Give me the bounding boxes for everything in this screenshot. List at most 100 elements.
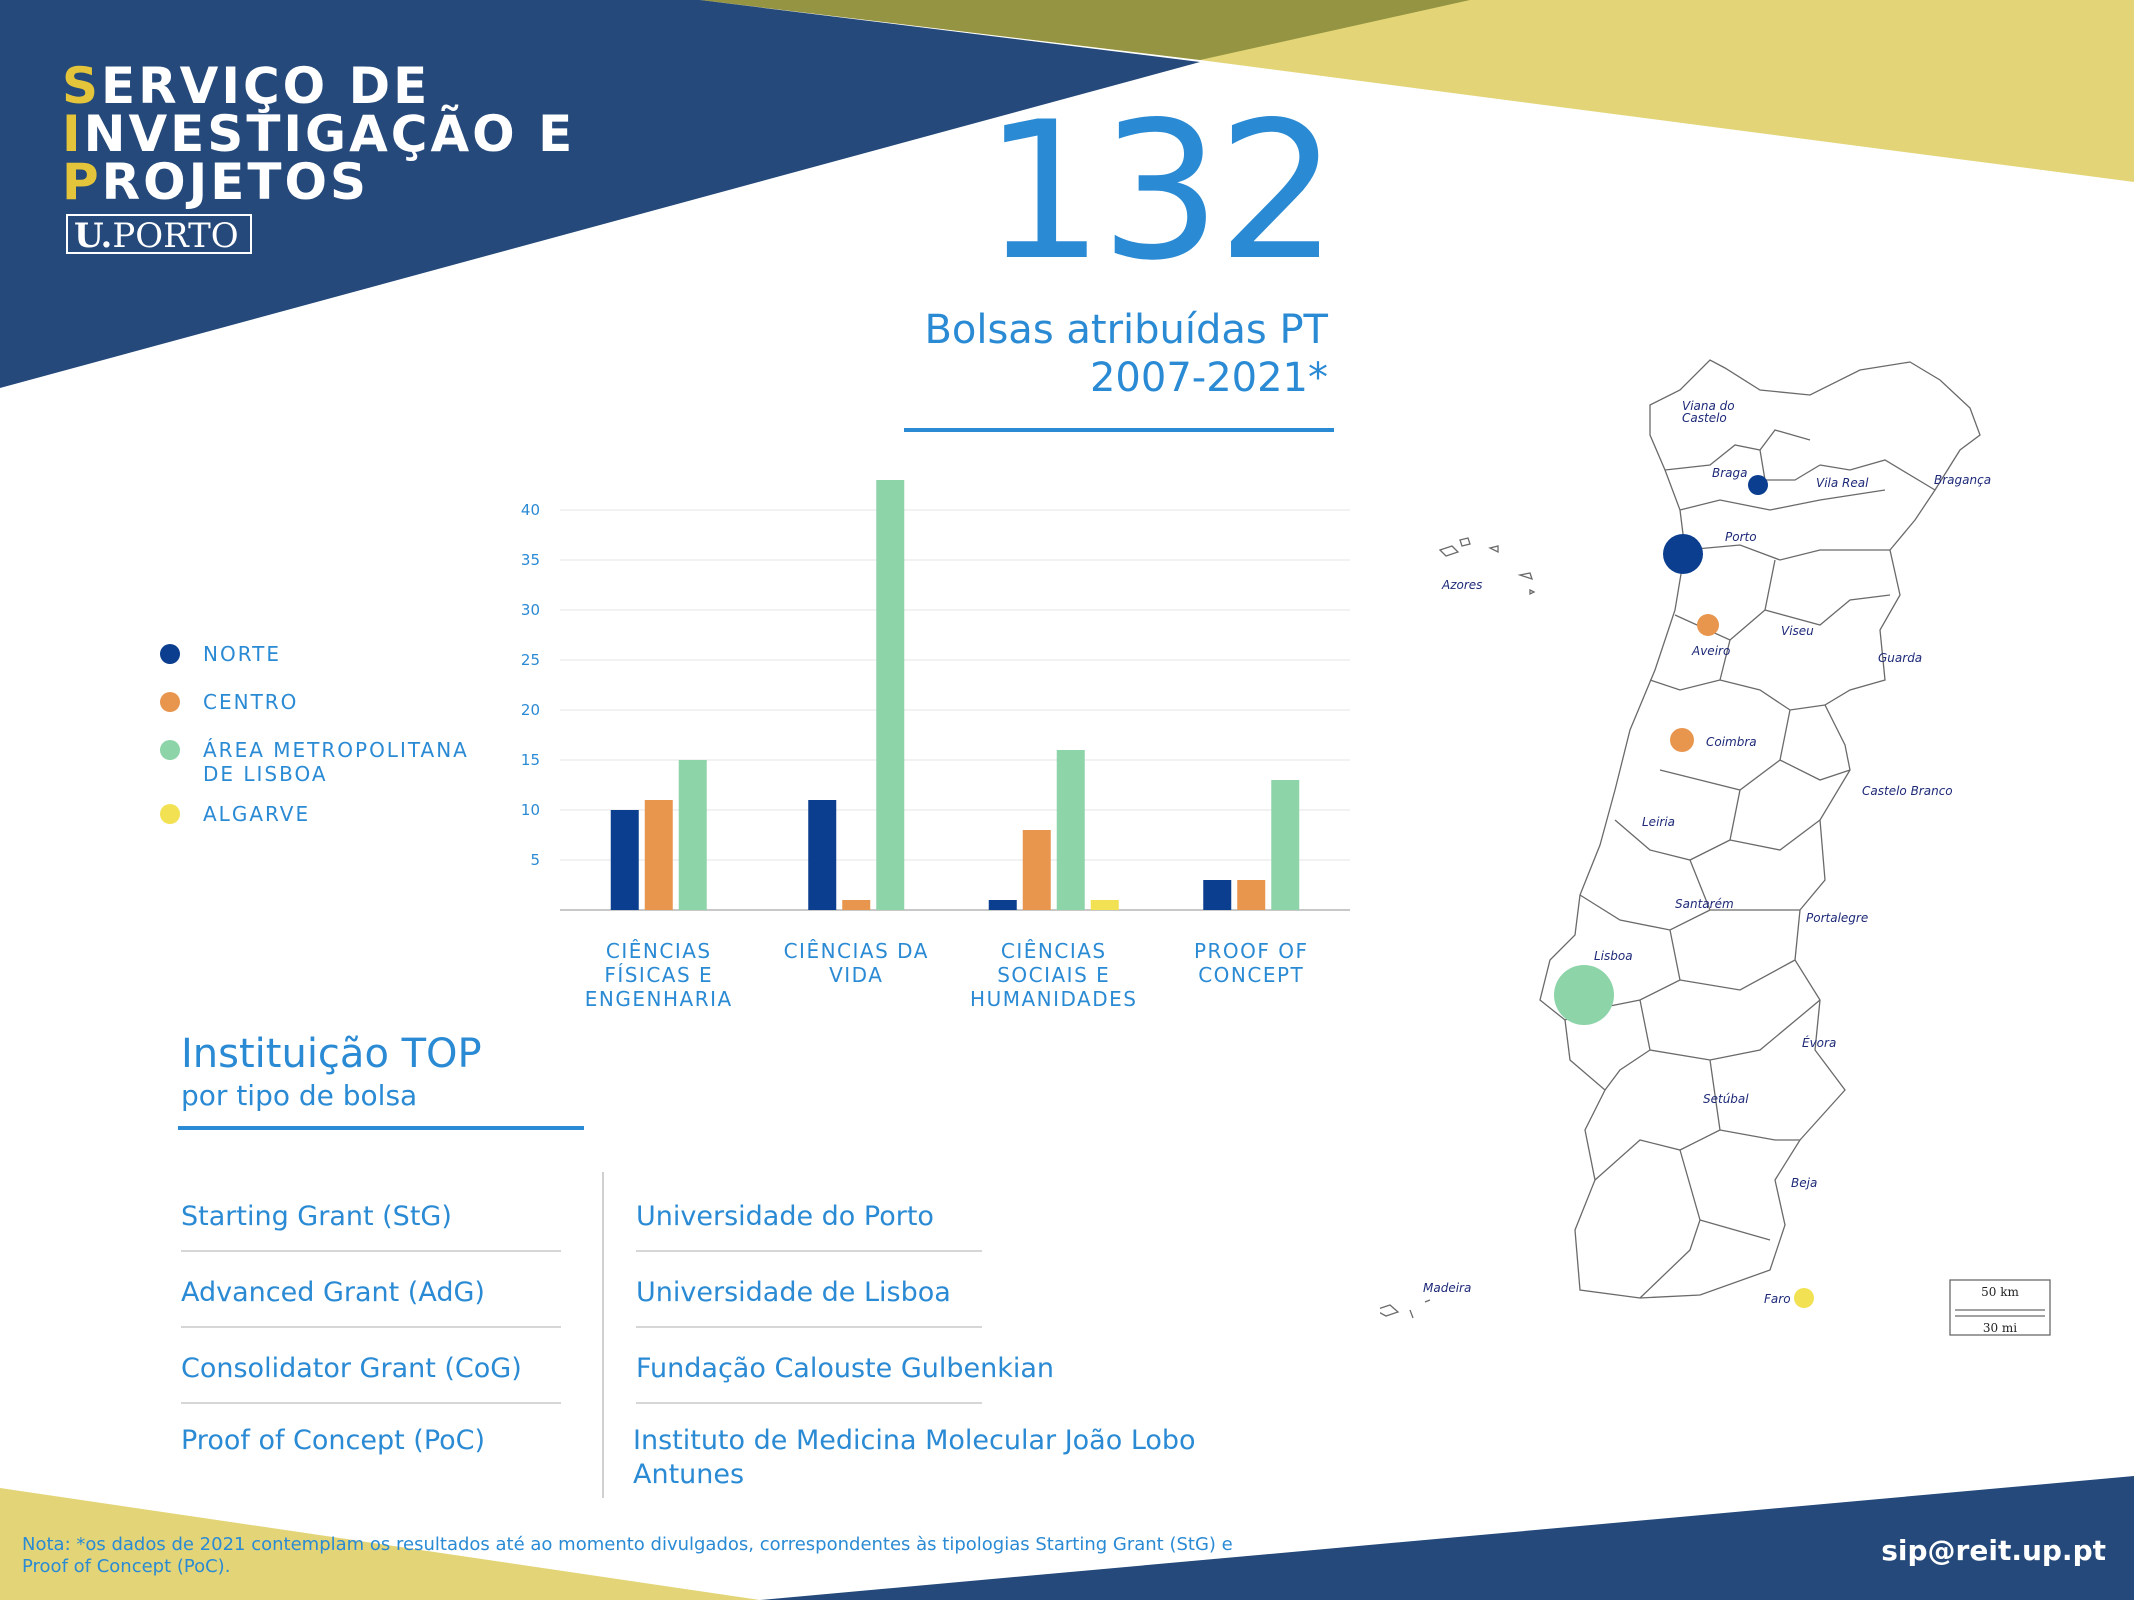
bar [644, 800, 673, 910]
bar [678, 760, 707, 910]
headline-line-1: Bolsas atribuídas PT [924, 307, 1328, 353]
y-tick-label: 35 [521, 551, 540, 569]
grant-type: Starting Grant (StG) [181, 1201, 452, 1232]
logo-line-1: SERVIÇO DE [62, 57, 431, 115]
top-institution: Universidade do Porto [636, 1201, 934, 1232]
map-label: Aveiro [1691, 644, 1730, 658]
row-rule [636, 1326, 982, 1328]
x-category-label: ENGENHARIA [585, 987, 733, 1011]
legend-label: NORTE [203, 642, 281, 666]
headline-rule [904, 428, 1334, 432]
map-outline [1380, 359, 2051, 1336]
navy-band-top [0, 0, 1200, 388]
section-title: Instituição TOP [181, 1031, 482, 1077]
bar [988, 900, 1017, 910]
x-category-label: CIÊNCIAS [606, 939, 712, 963]
bar [610, 810, 639, 910]
top-institution: Instituto de Medicina Molecular João Lob… [633, 1425, 1196, 1490]
row-rule [181, 1326, 561, 1328]
navy-band-bottom [760, 1476, 2134, 1600]
x-category-label: HUMANIDADES [970, 987, 1137, 1011]
map-bubble-faro [1794, 1288, 1814, 1308]
y-tick-label: 20 [521, 701, 540, 719]
map-label: Lisboa [1594, 949, 1633, 963]
map-bubble-aveiro [1697, 614, 1719, 636]
y-tick-label: 10 [521, 801, 540, 819]
map-label: Guarda [1878, 651, 1922, 665]
row-rule [181, 1250, 561, 1252]
total-grants-number: 132 [983, 81, 1338, 302]
map-label: Porto [1725, 530, 1757, 544]
bar [808, 800, 837, 910]
map-bubble-braga [1748, 475, 1768, 495]
map-label: Leiria [1642, 815, 1675, 829]
y-tick-label: 15 [521, 751, 540, 769]
bar [1090, 900, 1119, 910]
y-tick-label: 25 [521, 651, 540, 669]
row-rule [181, 1402, 561, 1404]
row-rule [636, 1250, 982, 1252]
portugal-map: Viana do Castelo Braga Vila Real Bragança Por… [1380, 359, 2051, 1336]
sip-logo: SERVIÇO DE INVESTIGAÇÃO E PROJETOS [62, 57, 576, 207]
map-label: Viana do Castelo [1682, 399, 1735, 425]
table-divider [602, 1172, 604, 1498]
map-bubble-porto [1663, 534, 1703, 574]
gold-band-top [700, 0, 2134, 182]
bar [1237, 880, 1266, 910]
uporto-logo: U.PORTO [66, 214, 252, 256]
map-label: Azores [1441, 578, 1482, 592]
legend-label: ÁREA METROPOLITANA DE LISBOA [203, 738, 469, 786]
section-heading: Instituição TOP por tipo de bolsa [181, 1030, 482, 1114]
bar [876, 480, 905, 910]
legend-dot-norte [160, 644, 180, 664]
x-category-label: VIDA [829, 963, 883, 987]
grant-type: Proof of Concept (PoC) [181, 1425, 486, 1456]
bar [1271, 780, 1300, 910]
map-label: Setúbal [1703, 1092, 1749, 1106]
x-category-label: PROOF OF [1194, 939, 1309, 963]
map-label: Beja [1791, 1176, 1817, 1190]
scale-mi: 30 mi [1983, 1321, 2017, 1335]
bar [1056, 750, 1085, 910]
bar [1022, 830, 1051, 910]
row-rule [636, 1402, 982, 1404]
contact-email[interactable]: sip@reit.up.pt [1881, 1534, 2106, 1567]
map-label: Coimbra [1706, 735, 1757, 749]
scale-km: 50 km [1981, 1285, 2019, 1299]
map-bubbles [1554, 475, 1814, 1308]
x-category-label: CONCEPT [1198, 963, 1304, 987]
y-tick-label: 5 [530, 851, 540, 869]
x-category-label: CIÊNCIAS DA [784, 939, 929, 963]
map-label: Braga [1712, 466, 1748, 480]
map-bubble-coimbra [1670, 728, 1694, 752]
legend-label: ALGARVE [203, 802, 311, 826]
x-category-label: CIÊNCIAS [1001, 939, 1107, 963]
section-rule [178, 1126, 584, 1130]
y-tick-label: 40 [521, 501, 540, 519]
section-subtitle: por tipo de bolsa [181, 1079, 418, 1112]
x-category-label: SOCIAIS E [997, 963, 1110, 987]
map-label: Portalegre [1806, 911, 1868, 925]
map-bubble-lisboa [1554, 965, 1614, 1025]
footnote: Nota: *os dados de 2021 contemplam os re… [22, 1534, 1233, 1577]
gold-band-bottom [0, 1488, 760, 1600]
headline: Bolsas atribuídas PT 2007-2021* [924, 306, 1328, 402]
map-label: Évora [1802, 1035, 1836, 1050]
logo-line-2: INVESTIGAÇÃO E [62, 105, 576, 163]
map-label: Faro [1764, 1292, 1791, 1306]
olive-band-top [700, 0, 1470, 60]
grant-type: Consolidator Grant (CoG) [181, 1353, 522, 1384]
bar [842, 900, 871, 910]
grant-type: Advanced Grant (AdG) [181, 1277, 485, 1308]
bar [1203, 880, 1232, 910]
top-institution: Universidade de Lisboa [636, 1277, 951, 1308]
headline-line-2: 2007-2021* [1089, 355, 1328, 401]
map-label: Madeira [1423, 1281, 1471, 1295]
top-institution: Fundação Calouste Gulbenkian [636, 1353, 1055, 1384]
map-labels: Viana do Castelo Braga Vila Real Bragança Por… [1423, 399, 1991, 1306]
map-label: Viseu [1781, 624, 1814, 638]
legend-dot-lisboa [160, 740, 180, 760]
legend-dot-centro [160, 692, 180, 712]
